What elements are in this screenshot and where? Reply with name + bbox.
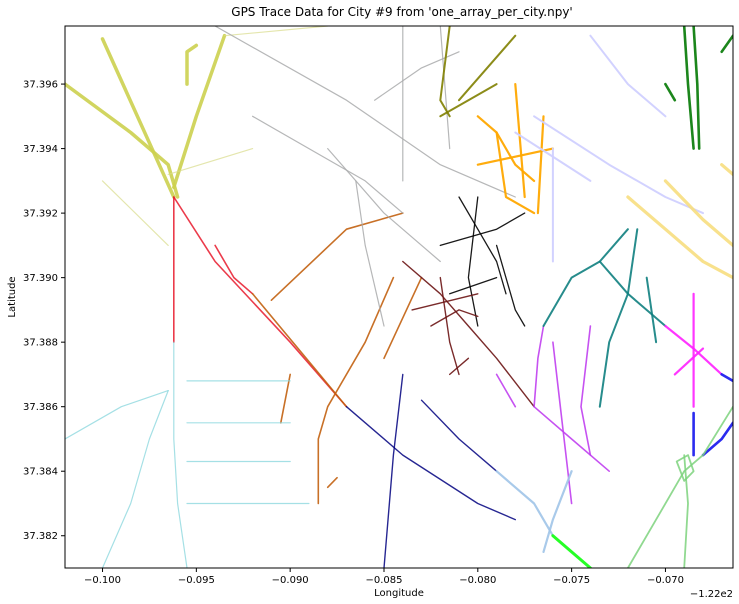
trace-12-1 bbox=[533, 325, 545, 408]
trace-0-2 bbox=[172, 33, 227, 190]
trace-17-0 bbox=[682, 26, 695, 150]
trace-4-1 bbox=[383, 373, 404, 568]
trace-5-0 bbox=[173, 341, 188, 568]
trace-7-1 bbox=[458, 34, 517, 102]
y-tick-label: 37.392 bbox=[23, 209, 58, 220]
trace-3-4 bbox=[326, 476, 338, 489]
trace-3-2 bbox=[383, 276, 423, 360]
trace-12-4 bbox=[495, 373, 517, 408]
trace-2-2 bbox=[214, 244, 254, 295]
trace-9-2 bbox=[589, 34, 667, 118]
trace-14-1 bbox=[663, 179, 733, 247]
trace-10-4 bbox=[495, 244, 526, 327]
trace-1-1 bbox=[167, 148, 254, 175]
trace-3-3 bbox=[279, 373, 292, 424]
trace-18-1 bbox=[683, 454, 689, 568]
trace-4-2 bbox=[420, 399, 498, 472]
trace-2-0 bbox=[173, 196, 348, 408]
x-axis: −0.100 −0.095 −0.090 −0.085 −0.080 −0.075 −0.0… bbox=[84, 568, 684, 586]
trace-10-3 bbox=[449, 276, 498, 295]
trace-18-2 bbox=[675, 454, 695, 482]
trace-5-2 bbox=[65, 390, 169, 440]
x-tick-label: −0.075 bbox=[553, 575, 590, 586]
trace-12-0 bbox=[533, 405, 611, 473]
trace-8-0 bbox=[476, 115, 536, 182]
trace-14-2 bbox=[720, 163, 733, 176]
trace-1-2 bbox=[101, 180, 169, 246]
trace-16-2 bbox=[701, 421, 733, 457]
trace-11-4 bbox=[449, 357, 470, 376]
trace-6-3 bbox=[439, 26, 451, 150]
y-axis-label: Latitude bbox=[7, 276, 18, 317]
y-tick-label: 37.382 bbox=[23, 531, 58, 542]
trace-0-0 bbox=[65, 82, 180, 199]
trace-5-1 bbox=[101, 390, 169, 568]
trace-17-2 bbox=[664, 82, 677, 102]
trace-3-5 bbox=[270, 212, 404, 302]
trace-11-2 bbox=[411, 293, 479, 311]
trace-7-2 bbox=[439, 83, 498, 118]
y-tick-label: 37.384 bbox=[23, 467, 58, 478]
trace-12-3 bbox=[580, 325, 592, 456]
trace-11-1 bbox=[439, 276, 460, 376]
trace-19-1 bbox=[542, 470, 573, 554]
trace-11-0 bbox=[402, 260, 535, 408]
x-tick-label: −0.100 bbox=[84, 575, 121, 586]
trace-18-0 bbox=[627, 405, 733, 568]
x-tick-label: −0.070 bbox=[647, 575, 684, 586]
x-tick-label: −0.085 bbox=[365, 575, 402, 586]
trace-7-0 bbox=[439, 26, 451, 118]
trace-6-1 bbox=[252, 115, 404, 214]
trace-19-0 bbox=[495, 470, 555, 537]
x-tick-label: −0.080 bbox=[459, 575, 496, 586]
trace-9-0 bbox=[533, 115, 704, 215]
trace-0-1 bbox=[100, 37, 176, 199]
y-tick-label: 37.386 bbox=[23, 402, 58, 413]
trace-13-0 bbox=[542, 228, 629, 327]
trace-10-0 bbox=[458, 196, 507, 295]
y-tick-label: 37.396 bbox=[23, 80, 58, 91]
trace-0-3 bbox=[185, 43, 199, 86]
x-axis-offset-label: −1.22e2 bbox=[690, 589, 733, 600]
trace-9-3 bbox=[514, 131, 592, 182]
trace-17-1 bbox=[692, 26, 701, 150]
trace-15-2 bbox=[673, 347, 705, 376]
trace-8-1 bbox=[495, 131, 536, 215]
trace-13-1 bbox=[598, 228, 639, 408]
trace-3-1 bbox=[317, 276, 395, 505]
x-axis-label: Longitude bbox=[374, 588, 424, 599]
trace-6-5 bbox=[327, 148, 441, 263]
trace-8-4 bbox=[536, 115, 545, 215]
trace-4-0 bbox=[345, 406, 516, 521]
trace-10-2 bbox=[439, 212, 526, 247]
trace-13-2 bbox=[598, 260, 667, 327]
trace-13-3 bbox=[645, 276, 658, 344]
trace-1-0 bbox=[223, 26, 329, 37]
plot-area-frame bbox=[64, 25, 734, 569]
x-tick-label: −0.095 bbox=[178, 575, 215, 586]
trace-layer bbox=[65, 26, 733, 568]
chart-title: GPS Trace Data for City #9 from 'one_arr… bbox=[231, 5, 572, 19]
trace-16-0 bbox=[720, 373, 733, 383]
trace-3-0 bbox=[251, 292, 348, 408]
trace-6-4 bbox=[355, 180, 385, 327]
y-tick-label: 37.394 bbox=[23, 144, 58, 155]
y-tick-label: 37.388 bbox=[23, 338, 58, 349]
trace-20-0 bbox=[551, 534, 592, 568]
x-tick-label: −0.090 bbox=[272, 575, 309, 586]
trace-11-3 bbox=[430, 309, 479, 327]
trace-10-1 bbox=[467, 196, 479, 327]
trace-17-3 bbox=[720, 34, 733, 54]
trace-8-3 bbox=[514, 82, 526, 199]
trace-14-0 bbox=[626, 195, 733, 280]
trace-6-0 bbox=[214, 26, 516, 198]
y-axis: 37.382 37.384 37.386 37.388 37.390 37.392 37.3… bbox=[23, 80, 65, 542]
y-tick-label: 37.390 bbox=[23, 273, 58, 284]
